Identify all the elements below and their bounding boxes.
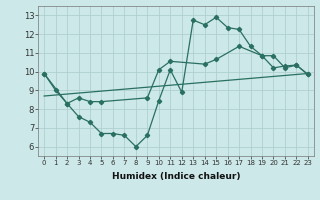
X-axis label: Humidex (Indice chaleur): Humidex (Indice chaleur): [112, 172, 240, 181]
